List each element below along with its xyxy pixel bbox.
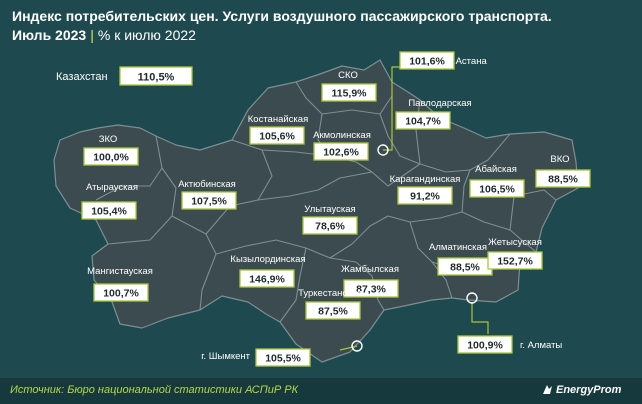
region-16-name: Жамбылская xyxy=(341,264,399,275)
region-17-name: Туркестанская xyxy=(298,288,362,299)
region-19-value-box: 105,5% xyxy=(255,348,311,367)
region-14-name: Алматинская xyxy=(429,242,487,253)
region-4-name: Акмолинская xyxy=(313,130,371,141)
almaty-marker xyxy=(466,292,478,304)
region-5-value: 100,0% xyxy=(93,152,129,164)
footer-bar xyxy=(0,378,642,404)
region-10-name: ВКО xyxy=(550,154,569,165)
region-9-name: Абайская xyxy=(475,164,517,175)
region-8-name: Карагандинская xyxy=(390,174,461,185)
region-10-value: 88,5% xyxy=(548,174,578,186)
region-15-value: 152,7% xyxy=(497,256,533,268)
region-7-name: Актюбинская xyxy=(178,179,236,190)
region-19-name: г. Шымкент xyxy=(201,351,250,362)
region-13-value-box: 146,9% xyxy=(239,269,295,288)
region-11-name: Улытауская xyxy=(304,204,355,215)
region-0-value-box: 115,9% xyxy=(321,83,377,102)
region-0-name: СКО xyxy=(338,70,358,81)
region-1-value: 101,6% xyxy=(409,56,445,68)
region-7-value: 107,5% xyxy=(191,196,227,208)
energyprom-logo-icon xyxy=(543,385,552,394)
region-2-value: 104,7% xyxy=(405,116,441,128)
region-15-name: Жетысуская xyxy=(488,237,542,248)
subtitle-separator: | xyxy=(90,27,94,43)
region-9-value: 106,5% xyxy=(479,184,515,196)
region-11-value-box: 78,6% xyxy=(302,216,358,235)
region-18-value-box: 100,9% xyxy=(457,335,513,354)
region-15-value-box: 152,7% xyxy=(487,251,543,270)
region-10-value-box: 88,5% xyxy=(535,169,591,188)
region-5-name: ЗКО xyxy=(99,134,118,145)
region-19-value: 105,5% xyxy=(265,353,301,365)
region-13-value: 146,9% xyxy=(249,274,285,286)
source-note: Источник: Бюро национальной статистики А… xyxy=(10,384,299,396)
region-14-value: 88,5% xyxy=(450,262,480,274)
region-6-value: 105,4% xyxy=(91,206,127,218)
brand-name: EnergyProm xyxy=(556,384,622,396)
region-8-value-box: 91,2% xyxy=(397,186,453,205)
page-title: Индекс потребительских цен. Услуги возду… xyxy=(12,8,552,24)
region-12-value: 100,7% xyxy=(103,288,139,300)
shymkent-marker xyxy=(351,340,363,352)
region-14-value-box: 88,5% xyxy=(437,257,493,276)
region-16-value-box: 87,3% xyxy=(343,279,399,298)
region-3-value-box: 105,6% xyxy=(249,126,305,145)
value-boxes: 115,9% 101,6% 104,7% 105,6% 102,6% 100,0% 105,… xyxy=(81,51,591,367)
region-3-name: Костанайская xyxy=(248,114,308,125)
region-5-value-box: 100,0% xyxy=(83,147,139,166)
region-4-value-box: 102,6% xyxy=(313,142,369,161)
region-16-value: 87,3% xyxy=(356,284,386,296)
national-name: Казахстан xyxy=(56,71,108,83)
period-label: Июль 2023 xyxy=(12,27,87,43)
region-2-value-box: 104,7% xyxy=(395,111,451,130)
region-4-value: 102,6% xyxy=(323,147,359,159)
region-3-value: 105,6% xyxy=(259,131,295,143)
region-6-name: Атырауская xyxy=(86,182,138,193)
city-markers xyxy=(351,144,478,352)
region-0-value: 115,9% xyxy=(331,88,367,100)
region-12-value-box: 100,7% xyxy=(93,283,149,302)
region-12-name: Мангистауская xyxy=(87,266,153,277)
region-18-name: г. Алматы xyxy=(520,340,562,351)
region-17-value: 87,5% xyxy=(318,306,348,318)
astana-marker xyxy=(377,144,389,156)
region-13-name: Кызылординская xyxy=(230,254,305,265)
region-9-value-box: 106,5% xyxy=(469,179,525,198)
region-17-value-box: 87,5% xyxy=(305,301,361,320)
national-value-box: 110,5% xyxy=(119,66,193,86)
region-2-name: Павлодарская xyxy=(408,98,471,109)
region-6-value-box: 105,4% xyxy=(81,201,137,220)
comparison-label: % к июлю 2022 xyxy=(97,27,196,43)
region-11-value: 78,6% xyxy=(315,221,345,233)
region-labels: СКО г. Астана Павлодарская Костанайская Акмо… xyxy=(56,56,570,362)
region-1-value-box: 101,6% xyxy=(399,51,455,70)
region-18-value: 100,9% xyxy=(467,340,503,352)
region-8-value: 91,2% xyxy=(410,191,440,203)
page-subtitle: Июль 2023 |% к июлю 2022 xyxy=(12,26,196,45)
region-1-name: г. Астана xyxy=(448,56,487,67)
national-value: 110,5% xyxy=(138,72,175,84)
region-7-value-box: 107,5% xyxy=(181,191,237,210)
region-borders xyxy=(95,81,557,323)
